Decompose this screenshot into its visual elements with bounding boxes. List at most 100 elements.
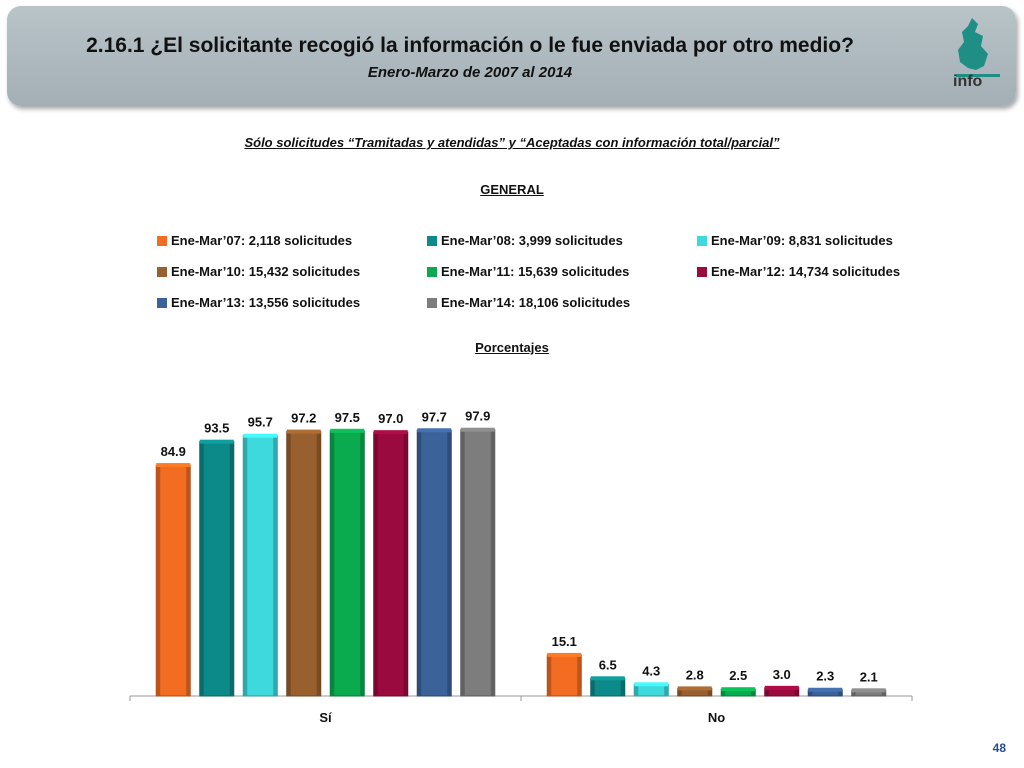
bar-edge-right [620, 678, 625, 696]
bar-cap [851, 688, 886, 693]
bar-cap [156, 463, 191, 468]
bar-cap [547, 652, 582, 657]
bar-edge-left [677, 688, 682, 696]
info-df-logo-icon [956, 18, 1000, 77]
legend-item: Ene-Mar’09: 8,831 solicitudes [697, 233, 893, 248]
legend-label: Ene-Mar’12: 14,734 solicitudes [711, 264, 901, 279]
legend-label: Ene-Mar’09: 8,831 solicitudes [711, 233, 893, 248]
bar-cap [808, 687, 843, 692]
bar-edge-left [373, 432, 378, 696]
page-title: 2.16.1 ¿El solicitante recogió la inform… [86, 34, 854, 57]
data-label: 97.5 [335, 410, 360, 425]
page-number: 48 [992, 741, 1006, 755]
bar-edge-right [707, 688, 712, 696]
data-label: 2.5 [729, 668, 747, 683]
legend-item: Ene-Mar’07: 2,118 solicitudes [157, 233, 352, 248]
bar-edge-left [156, 465, 161, 696]
legend-swatch [427, 298, 437, 308]
data-label: 97.7 [422, 409, 447, 424]
bar-edge-left [243, 435, 248, 696]
legend-swatch [697, 236, 707, 246]
bar [373, 431, 409, 697]
data-label: 93.5 [204, 421, 229, 436]
legend-swatch [157, 298, 167, 308]
bar-edge-left [460, 429, 465, 696]
bar-edge-right [186, 465, 191, 696]
bar [242, 435, 278, 697]
data-label: 2.8 [686, 667, 704, 682]
bar-edge-right [577, 654, 582, 696]
bar-cap [590, 676, 625, 681]
filter-note: Sólo solicitudes “Tramitadas y atendidas… [244, 135, 780, 150]
data-label: 97.9 [465, 409, 490, 424]
bar-edge-left [330, 430, 335, 696]
bar-edge-right [273, 435, 278, 696]
legend-swatch [157, 236, 167, 246]
bar-edge-right [316, 431, 321, 696]
bar-edge-left [851, 690, 856, 696]
legend-label: Ene-Mar’07: 2,118 solicitudes [171, 233, 353, 248]
bar [416, 429, 452, 697]
bar-edge-left [808, 689, 813, 696]
bar [155, 464, 191, 697]
legend-item: Ene-Mar’08: 3,999 solicitudes [427, 233, 623, 248]
bar-cap [677, 686, 712, 691]
bar-edge-right [490, 429, 495, 696]
bar [329, 430, 365, 697]
data-label: 84.9 [161, 444, 186, 459]
data-label: 95.7 [248, 415, 273, 430]
bar-edge-left [764, 687, 769, 696]
bar-cap [199, 439, 234, 444]
bar-edge-right [751, 689, 756, 696]
bar-cap [417, 428, 452, 433]
bar [199, 441, 235, 697]
legend-item: Ene-Mar’12: 14,734 solicitudes [697, 264, 900, 279]
bar-cap [460, 427, 495, 432]
category-label: No [708, 710, 725, 725]
bar-cap [243, 433, 278, 438]
bar-edge-right [794, 687, 799, 696]
bar-edge-right [838, 689, 843, 696]
legend-swatch [697, 267, 707, 277]
section-title: GENERAL [480, 182, 544, 197]
bar-edge-right [664, 684, 669, 696]
data-label: 2.1 [860, 669, 878, 684]
bar-edge-right [403, 432, 408, 696]
bar [546, 654, 582, 697]
legend-swatch [427, 236, 437, 246]
bar-edge-left [547, 654, 552, 696]
bar-edge-left [417, 430, 422, 696]
bar-cap [286, 429, 321, 434]
bar-cap [764, 685, 799, 690]
legend-label: Ene-Mar’10: 15,432 solicitudes [171, 264, 361, 279]
bar-edge-left [634, 684, 639, 696]
bar-cap [634, 682, 669, 687]
legend-item: Ene-Mar’14: 18,106 solicitudes [427, 295, 630, 310]
legend-label: Ene-Mar’11: 15,639 solicitudes [441, 264, 630, 279]
bar [460, 429, 496, 697]
legend-item: Ene-Mar’10: 15,432 solicitudes [157, 264, 360, 279]
legend-label: Ene-Mar’13: 13,556 solicitudes [171, 295, 361, 310]
bar-cap [373, 430, 408, 435]
legend-item: Ene-Mar’11: 15,639 solicitudes [427, 264, 629, 279]
page-subtitle: Enero-Marzo de 2007 al 2014 [367, 64, 573, 81]
data-label: 97.0 [378, 411, 403, 426]
bar [286, 431, 322, 697]
legend-item: Ene-Mar’13: 13,556 solicitudes [157, 295, 360, 310]
bar-edge-right [881, 690, 886, 696]
bar [590, 677, 626, 697]
header-banner [7, 6, 1016, 106]
category-label: Sí [319, 710, 332, 725]
data-label: 2.3 [816, 669, 834, 684]
bar-edge-left [286, 431, 291, 696]
bar-edge-left [721, 689, 726, 696]
bar-cap [330, 428, 365, 433]
legend-swatch [427, 267, 437, 277]
bar-cap [721, 687, 756, 692]
data-label: 6.5 [599, 657, 617, 672]
data-label: 3.0 [773, 667, 791, 682]
data-label: 15.1 [552, 634, 577, 649]
bar-edge-left [590, 678, 595, 696]
legend-label: Ene-Mar’08: 3,999 solicitudes [441, 233, 623, 248]
